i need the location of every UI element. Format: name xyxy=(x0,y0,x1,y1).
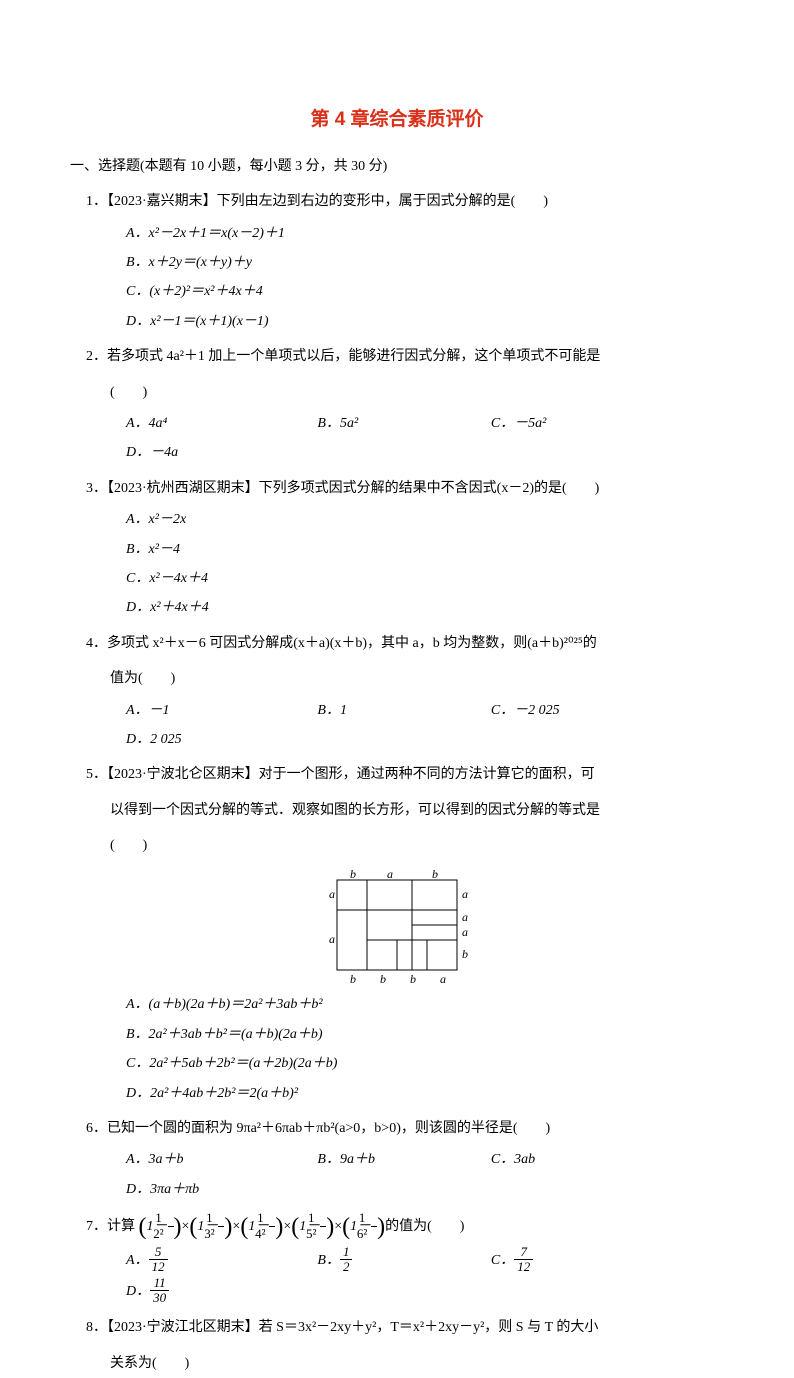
svg-text:b: b xyxy=(380,972,386,986)
svg-text:a: a xyxy=(387,868,393,881)
question-1: 1．【2023·嘉兴期末】下列由左边到右边的变形中，属于因式分解的是( ) xyxy=(86,187,724,216)
svg-text:b: b xyxy=(350,868,356,881)
svg-text:b: b xyxy=(410,972,416,986)
svg-text:a: a xyxy=(440,972,446,986)
section-heading: 一、选择题(本题有 10 小题，每小题 3 分，共 30 分) xyxy=(70,152,724,181)
opt-b: B．1 xyxy=(317,696,478,725)
question-5: 5．【2023·宁波北仑区期末】对于一个图形，通过两种不同的方法计算它的面积，可 xyxy=(86,760,724,789)
svg-text:b: b xyxy=(462,947,468,961)
q-num: 4． xyxy=(86,636,107,651)
question-8: 8．【2023·宁波江北区期末】若 S＝3x²－2xy＋y²，T＝x²＋2xy－… xyxy=(86,1313,724,1342)
q2-options: A．4a⁴ B．5a² C．－5a² D．－4a xyxy=(126,409,724,468)
opt-b: B．x＋2y＝(x＋y)＋y xyxy=(126,248,425,277)
opt-b: B．12 xyxy=(317,1246,478,1277)
opt-b: B．x²－4 xyxy=(126,535,425,564)
opt-d: D．x²－1＝(x＋1)(x－1) xyxy=(126,307,425,336)
q-pre: 计算 xyxy=(107,1219,135,1234)
q-text: 【2023·宁波北仑区期末】对于一个图形，通过两种不同的方法计算它的面积，可 xyxy=(107,767,595,782)
opt-b: B．5a² xyxy=(317,409,478,438)
q5-cont: 以得到一个因式分解的等式．观察如图的长方形，可以得到的因式分解的等式是 xyxy=(110,796,724,825)
rectangle-diagram: bab aa aab a bbba xyxy=(317,868,477,986)
svg-text:a: a xyxy=(329,887,335,901)
opt-d: D．3πa＋πb xyxy=(126,1175,246,1204)
q2-cont: ( ) xyxy=(110,378,724,407)
opt-d: D．x²＋4x＋4 xyxy=(126,593,425,622)
q-num: 3． xyxy=(86,481,107,496)
svg-text:b: b xyxy=(350,972,356,986)
q-text: 若多项式 4a²＋1 加上一个单项式以后，能够进行因式分解，这个单项式不可能是 xyxy=(107,349,600,364)
opt-a: A．512 xyxy=(126,1246,305,1277)
q5-cont2: ( ) xyxy=(110,831,724,860)
q-num: 5． xyxy=(86,767,107,782)
page-title: 第 4 章综合素质评价 xyxy=(70,100,724,140)
rparen-icon: ) xyxy=(174,1214,182,1240)
q-post: 的值为( ) xyxy=(385,1219,464,1234)
q-num: 1． xyxy=(86,194,107,209)
opt-d: D．2a²＋4ab＋2b²＝2(a＋b)² xyxy=(126,1079,425,1108)
question-7: 7．计算 (1－12²)×(1－13²)×(1－14²)×(1－15²)×(1－… xyxy=(86,1210,724,1244)
svg-text:a: a xyxy=(329,932,335,946)
question-4: 4．多项式 x²＋x－6 可因式分解成(x＋a)(x＋b)，其中 a，b 均为整… xyxy=(86,629,724,658)
opt-c: C．(x＋2)²＝x²＋4x＋4 xyxy=(126,277,425,306)
q4-options: A．－1 B．1 C．－2 025 D．2 025 xyxy=(126,696,724,755)
q5-options: A．(a＋b)(2a＋b)＝2a²＋3ab＋b² B．2a²＋3ab＋b²＝(a… xyxy=(126,990,724,1108)
q7-options: A．512 B．12 C．712 D．1130 xyxy=(126,1246,724,1308)
q-num: 7． xyxy=(86,1219,107,1234)
opt-c: C．712 xyxy=(491,1246,629,1277)
q-text: 【2023·宁波江北区期末】若 S＝3x²－2xy＋y²，T＝x²＋2xy－y²… xyxy=(107,1320,598,1335)
opt-a: A．x²－2x＋1＝x(x－2)＋1 xyxy=(126,219,425,248)
q6-options: A．3a＋b B．9a＋b C．3ab D．3πa＋πb xyxy=(126,1145,724,1204)
q-num: 2． xyxy=(86,349,107,364)
q-text: 已知一个圆的面积为 9πa²＋6πab＋πb²(a>0，b>0)，则该圆的半径是… xyxy=(107,1121,550,1136)
opt-a: A．－1 xyxy=(126,696,305,725)
lparen-icon: ( xyxy=(139,1214,147,1240)
svg-text:b: b xyxy=(432,868,438,881)
q3-options: A．x²－2x B．x²－4 C．x²－4x＋4 D．x²＋4x＋4 xyxy=(126,505,724,623)
opt-a: A．4a⁴ xyxy=(126,409,305,438)
opt-b: B．9a＋b xyxy=(317,1145,478,1174)
opt-a: A．x²－2x xyxy=(126,505,425,534)
q1-options: A．x²－2x＋1＝x(x－2)＋1 B．x＋2y＝(x＋y)＋y C．(x＋2… xyxy=(126,219,724,337)
q-text: 【2023·杭州西湖区期末】下列多项式因式分解的结果中不含因式(x－2)的是( … xyxy=(107,481,599,496)
opt-c: C．2a²＋5ab＋2b²＝(a＋2b)(2a＋b) xyxy=(126,1049,425,1078)
opt-c: C．－5a² xyxy=(491,409,629,438)
question-3: 3．【2023·杭州西湖区期末】下列多项式因式分解的结果中不含因式(x－2)的是… xyxy=(86,474,724,503)
svg-text:a: a xyxy=(462,925,468,939)
opt-d: D．－4a xyxy=(126,438,246,467)
q5-diagram: bab aa aab a bbba xyxy=(70,868,724,986)
question-2: 2．若多项式 4a²＋1 加上一个单项式以后，能够进行因式分解，这个单项式不可能… xyxy=(86,342,724,371)
opt-a: A．3a＋b xyxy=(126,1145,305,1174)
question-6: 6．已知一个圆的面积为 9πa²＋6πab＋πb²(a>0，b>0)，则该圆的半… xyxy=(86,1114,724,1143)
q-num: 6． xyxy=(86,1121,107,1136)
opt-d: D．1130 xyxy=(126,1277,246,1308)
q-text: 多项式 x²＋x－6 可因式分解成(x＋a)(x＋b)，其中 a，b 均为整数，… xyxy=(107,636,597,651)
svg-text:a: a xyxy=(462,910,468,924)
q4-cont: 值为( ) xyxy=(110,664,724,693)
opt-d: D．2 025 xyxy=(126,725,246,754)
svg-text:a: a xyxy=(462,887,468,901)
opt-a: A．(a＋b)(2a＋b)＝2a²＋3ab＋b² xyxy=(126,990,425,1019)
q-text: 【2023·嘉兴期末】下列由左边到右边的变形中，属于因式分解的是( ) xyxy=(107,194,548,209)
q-num: 8． xyxy=(86,1320,107,1335)
opt-c: C．－2 025 xyxy=(491,696,629,725)
opt-b: B．2a²＋3ab＋b²＝(a＋b)(2a＋b) xyxy=(126,1020,425,1049)
opt-c: C．x²－4x＋4 xyxy=(126,564,425,593)
opt-c: C．3ab xyxy=(491,1145,629,1174)
q8-cont: 关系为( ) xyxy=(110,1349,724,1378)
